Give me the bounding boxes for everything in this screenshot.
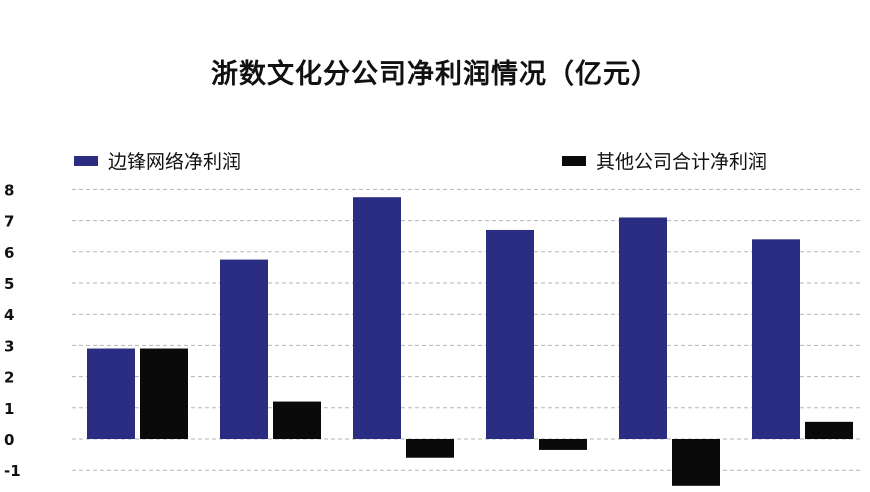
y-tick-label: 2 xyxy=(4,369,14,387)
bar-series-2 xyxy=(140,348,188,439)
y-tick-label: 3 xyxy=(4,337,14,355)
bar-series-1 xyxy=(752,239,800,439)
bar-series-2 xyxy=(672,439,720,486)
legend-swatch-series-2 xyxy=(562,155,586,166)
legend-label-series-2: 其他公司合计净利润 xyxy=(596,151,768,173)
legend-item-series-2: 其他公司合计净利润 xyxy=(562,147,767,174)
y-tick-label: -1 xyxy=(4,462,21,480)
y-tick-label: 7 xyxy=(4,213,14,231)
y-tick-label: 1 xyxy=(4,400,14,418)
y-tick-label: 8 xyxy=(4,181,14,199)
bar-series-2 xyxy=(273,401,321,439)
legend-item-series-1: 边锋网络净利润 xyxy=(74,147,241,174)
y-tick-label: 4 xyxy=(4,306,14,324)
bar-series-2 xyxy=(406,439,454,458)
bar-series-1 xyxy=(87,348,135,439)
bar-series-2 xyxy=(805,421,853,439)
chart-title: 浙数文化分公司净利润情况（亿元） xyxy=(211,59,659,90)
legend-swatch-series-1 xyxy=(74,155,98,166)
y-tick-label: 0 xyxy=(4,431,14,449)
bar-series-1 xyxy=(619,217,667,439)
legend-label-series-1: 边锋网络净利润 xyxy=(108,151,242,173)
bar-series-1 xyxy=(486,229,534,439)
y-tick-label: 5 xyxy=(4,275,14,293)
bar-series-1 xyxy=(353,197,401,439)
bar-series-1 xyxy=(220,259,268,439)
y-tick-label: 6 xyxy=(4,244,14,262)
bar-series-2 xyxy=(539,439,587,450)
